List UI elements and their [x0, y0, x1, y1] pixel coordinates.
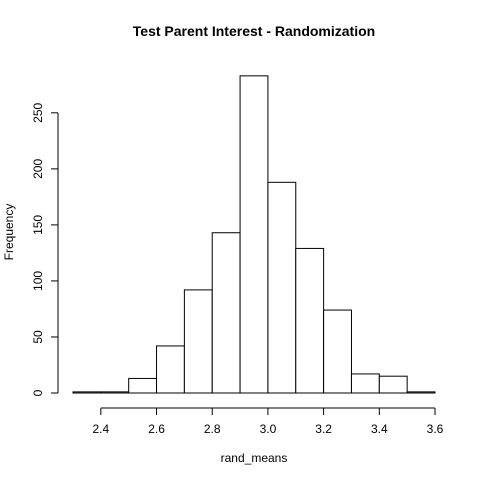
- histogram-bar-9: [323, 309, 352, 394]
- y-tick-label-1: 50: [31, 330, 45, 344]
- y-axis-label: Frequency: [2, 204, 16, 261]
- y-tick-label-3: 150: [31, 215, 45, 235]
- histogram-bar-10: [350, 373, 380, 394]
- x-tick-label-5: 3.4: [371, 422, 388, 436]
- histogram-bar-7: [267, 181, 297, 394]
- histogram-bar-0: [72, 391, 102, 394]
- histogram-bar-4: [183, 289, 213, 394]
- x-tick-label-6: 3.6: [427, 422, 444, 436]
- x-tick-label-3: 3.0: [260, 422, 277, 436]
- histogram-bar-3: [156, 345, 185, 394]
- histogram-bar-8: [295, 247, 325, 394]
- y-tick-label-4: 200: [31, 159, 45, 179]
- bars-group: [72, 75, 436, 394]
- histogram-bar-5: [211, 232, 241, 394]
- x-axis: 2.4 2.6 2.8 3.0 3.2 3.4 3.6: [93, 407, 444, 436]
- x-tick-label-1: 2.6: [148, 422, 165, 436]
- y-tick-label-5: 250: [31, 102, 45, 122]
- x-tick-label-4: 3.2: [315, 422, 332, 436]
- x-axis-label: rand_means: [221, 451, 288, 465]
- y-axis: 0 50 100 150 200 250: [31, 102, 59, 396]
- x-tick-label-0: 2.4: [93, 422, 110, 436]
- y-tick-label-2: 100: [31, 271, 45, 291]
- chart-title: Test Parent Interest - Randomization: [133, 23, 375, 39]
- histogram-bar-1: [100, 391, 130, 394]
- x-tick-label-2: 2.8: [204, 422, 221, 436]
- histogram-bar-11: [378, 375, 408, 394]
- y-tick-label-0: 0: [31, 389, 45, 396]
- histogram-bar-12: [406, 391, 436, 394]
- histogram-bar-2: [128, 377, 158, 394]
- histogram-bar-6: [239, 75, 269, 394]
